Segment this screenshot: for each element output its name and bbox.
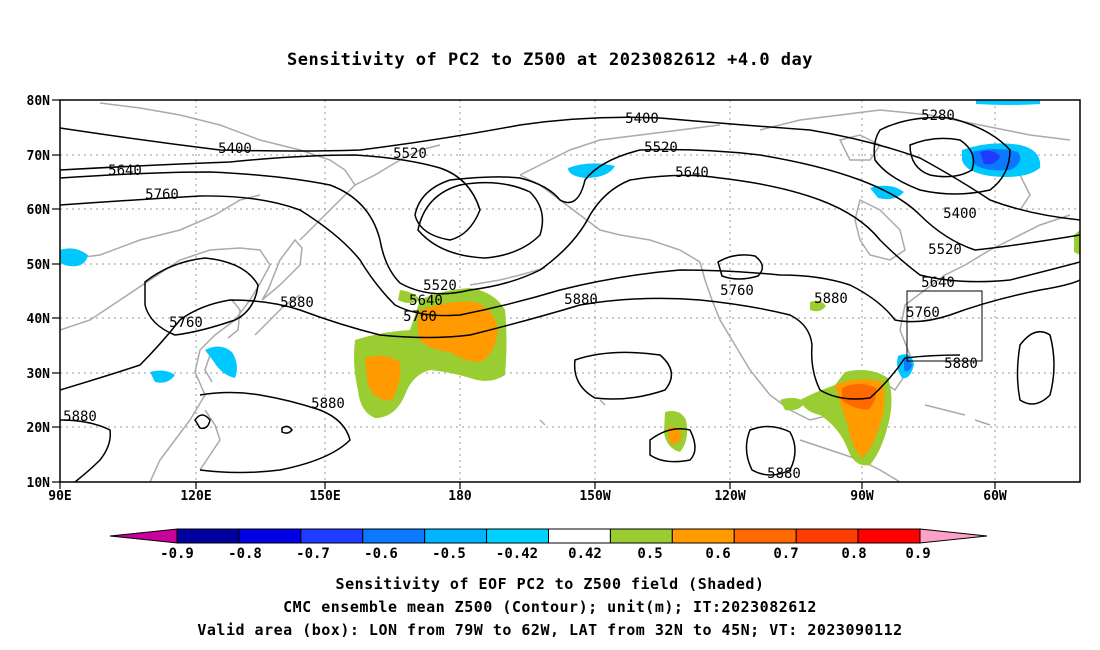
colorbar-label: -0.5 (432, 546, 466, 562)
neg-patch-scs (150, 370, 175, 383)
pos-patch-rockies (810, 300, 826, 312)
contour-label-5880-pacific: 5880 (564, 292, 598, 308)
contour-label-5520-dateline: 5520 (423, 278, 457, 294)
colorbar-swatch (176, 528, 240, 544)
contour-label-5640-dateline: 5640 (409, 293, 443, 309)
colorbar-label: -0.8 (228, 546, 262, 562)
colorbar-swatch (486, 528, 550, 544)
contour-label-5760-na: 5760 (720, 283, 754, 299)
lat-tick-label: 30N (27, 367, 51, 382)
colorbar-label: 0.9 (905, 546, 930, 562)
contour-label-5880-mexico: 5880 (767, 466, 801, 482)
colorbar-swatch (362, 528, 426, 544)
colorbar-swatch (671, 528, 735, 544)
lon-tick-label: 150E (309, 489, 340, 504)
neg-patch-japan (205, 346, 237, 378)
colorbar-labels: -0.9 -0.8 -0.7 -0.6 -0.5 -0.42 0.42 0.5 … (160, 546, 931, 562)
colorbar-swatch (548, 528, 611, 544)
neg-patch-arctic (976, 100, 1040, 105)
contour-label-5880-tropical: 5880 (311, 396, 345, 412)
lat-tick-label: 50N (27, 258, 51, 273)
lon-tick-label: 90E (48, 489, 71, 504)
colorbar-swatch (857, 528, 921, 544)
contour-label-5640-gulf: 5640 (675, 165, 709, 181)
lat-tick-label: 70N (27, 149, 51, 164)
colorbar-swatch (300, 528, 364, 544)
neg-patch-labrador-core (980, 150, 1000, 165)
contour-label-5520-east: 5520 (928, 242, 962, 258)
contour-label-5640-east: 5640 (921, 275, 955, 291)
sensitivity-shading (60, 100, 1080, 466)
neg-patch-alaska (568, 163, 615, 178)
colorbar-swatch (733, 528, 797, 544)
neg-patch-west (60, 248, 88, 267)
neg-patch-florida-core (904, 358, 912, 372)
contour-label-5880-japan: 5880 (280, 295, 314, 311)
contour-label-5760-east: 5760 (906, 305, 940, 321)
chart-title: Sensitivity of PC2 to Z500 at 2023082612… (286, 50, 813, 70)
pos-patch-hawaii-core (668, 427, 682, 445)
colorbar-label: -0.6 (364, 546, 398, 562)
contour-label-5760-west: 5760 (145, 187, 179, 203)
pos-patch-dateline-north (398, 290, 420, 303)
lon-tick-label: 120E (180, 489, 211, 504)
pos-patch-dateline-sw (365, 355, 401, 401)
lat-tick-label: 40N (27, 312, 51, 327)
colorbar-label: 0.8 (841, 546, 866, 562)
contour-label-5400-west: 5400 (218, 141, 252, 157)
colorbar-right-triangle (919, 528, 988, 544)
pos-patch-gulf-core (842, 384, 877, 410)
colorbar-label: -0.7 (296, 546, 330, 562)
lon-tick-label: 120W (714, 489, 745, 504)
contour-label-5520-west: 5520 (393, 146, 427, 162)
plot-frame (59, 99, 1081, 483)
contour-label-5760-dateline: 5760 (403, 309, 437, 325)
caption-contour: CMC ensemble mean Z500 (Contour); unit(m… (283, 598, 817, 616)
contour-label-5280-canada: 5280 (921, 108, 955, 124)
colorbar-label: 0.7 (773, 546, 798, 562)
lon-tick-labels: 90E 120E 150E 180 150W 120W 90W 60W (48, 489, 1007, 504)
valid-area-box (906, 290, 983, 362)
colorbar-swatch (609, 528, 673, 544)
axis-ticks (52, 99, 996, 489)
lon-tick-label: 60W (983, 489, 1007, 504)
lat-tick-label: 60N (27, 203, 51, 218)
colorbar-label: 0.42 (568, 546, 602, 562)
contour-label-5400-canada: 5400 (943, 206, 977, 222)
lat-tick-labels: 80N 70N 60N 50N 40N 30N 20N 10N (27, 94, 51, 491)
lon-tick-label: 150W (579, 489, 610, 504)
lat-tick-label: 80N (27, 94, 51, 109)
colorbar-label: -0.9 (160, 546, 194, 562)
colorbar-left-triangle (109, 528, 178, 544)
contour-label-5640-west: 5640 (108, 163, 142, 179)
pos-patch-mexico-w (780, 397, 805, 411)
lon-tick-label: 180 (448, 489, 472, 504)
contour-label-5880-atlantic: 5880 (944, 356, 978, 372)
colorbar: -0.9 -0.8 -0.7 -0.6 -0.5 -0.42 0.42 0.5 … (109, 528, 988, 562)
contour-label-5880-scs: 5880 (63, 409, 97, 425)
z500-contours (60, 116, 1080, 482)
contour-label-5760-japan: 5760 (169, 315, 203, 331)
colorbar-label: -0.42 (496, 546, 538, 562)
caption-valid-area: Valid area (box): LON from 79W to 62W, L… (197, 621, 903, 639)
contour-label-5520-gulf: 5520 (644, 140, 678, 156)
contour-label-5880-rockies: 5880 (814, 291, 848, 307)
contour-labels: 5400 5520 5640 5760 5760 5880 5880 5880 … (63, 108, 978, 482)
pos-patch-dateline-core (417, 301, 498, 362)
lat-tick-label: 20N (27, 421, 51, 436)
lon-tick-label: 90W (850, 489, 874, 504)
colorbar-label: 0.6 (705, 546, 730, 562)
caption-shading: Sensitivity of EOF PC2 to Z500 field (Sh… (335, 575, 765, 593)
contour-label-5400-north: 5400 (625, 111, 659, 127)
lat-tick-label: 10N (27, 476, 51, 491)
colorbar-swatch (424, 528, 488, 544)
colorbar-swatch (795, 528, 859, 544)
colorbar-swatch (238, 528, 302, 544)
colorbar-label: 0.5 (637, 546, 662, 562)
